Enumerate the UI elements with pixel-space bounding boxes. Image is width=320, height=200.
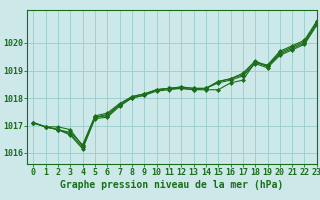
X-axis label: Graphe pression niveau de la mer (hPa): Graphe pression niveau de la mer (hPa): [60, 180, 284, 190]
